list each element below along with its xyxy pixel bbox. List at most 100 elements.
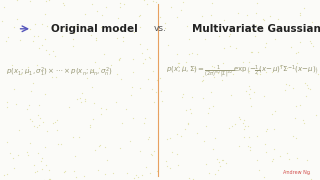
Point (237, 117, 242, 120)
Point (175, 62, 180, 65)
Point (168, 167, 173, 170)
Point (268, 15, 273, 18)
Point (137, 25, 142, 28)
Point (217, 165, 222, 167)
Point (52, 55, 57, 58)
Point (7, 152, 12, 155)
Text: vs.: vs. (154, 24, 166, 33)
Point (154, 90, 159, 93)
Point (275, 17, 280, 20)
Point (186, 123, 191, 125)
Point (228, 93, 234, 96)
Point (296, 170, 301, 173)
Point (292, 117, 297, 120)
Point (121, 36, 126, 39)
Point (159, 99, 164, 102)
Point (117, 147, 122, 149)
Point (148, 171, 153, 174)
Point (178, 8, 183, 11)
Point (180, 92, 186, 95)
Point (45, 25, 50, 28)
Point (155, 170, 160, 173)
Point (136, 176, 141, 179)
Point (143, 166, 148, 168)
Point (188, 111, 193, 114)
Point (180, 96, 185, 99)
Point (37, 123, 42, 126)
Point (258, 73, 263, 76)
Point (184, 24, 189, 27)
Point (70, 44, 75, 47)
Point (19, 72, 24, 75)
Point (149, 153, 154, 156)
Point (102, 53, 107, 56)
Point (169, 151, 174, 154)
Point (301, 7, 306, 10)
Point (103, 6, 108, 9)
Point (138, 43, 143, 46)
Point (297, 13, 302, 16)
Point (188, 107, 193, 110)
Point (293, 52, 299, 55)
Point (51, 122, 56, 124)
Point (294, 156, 300, 159)
Point (298, 28, 303, 30)
Point (42, 68, 47, 71)
Point (117, 6, 122, 9)
Point (270, 113, 275, 116)
Point (200, 97, 205, 100)
Point (30, 81, 35, 84)
Point (152, 149, 157, 152)
Point (119, 122, 124, 125)
Point (38, 159, 44, 162)
Point (241, 127, 246, 130)
Point (95, 168, 100, 171)
Point (208, 13, 213, 16)
Point (199, 80, 204, 83)
Point (147, 136, 152, 138)
Point (259, 25, 264, 28)
Point (272, 147, 277, 150)
Point (121, 2, 126, 5)
Point (42, 93, 47, 96)
Point (28, 118, 33, 120)
Point (175, 163, 180, 166)
Point (164, 160, 169, 163)
Point (297, 40, 302, 43)
Point (261, 17, 266, 20)
Point (62, 27, 67, 30)
Point (71, 27, 76, 30)
Point (26, 154, 31, 157)
Point (245, 124, 250, 127)
Point (195, 132, 200, 135)
Point (131, 117, 136, 120)
Point (139, 173, 144, 176)
Point (94, 37, 99, 40)
Point (47, 0, 52, 2)
Point (183, 128, 188, 131)
Point (44, 49, 49, 52)
Point (216, 169, 221, 172)
Point (81, 174, 86, 177)
Point (151, 70, 156, 73)
Point (117, 57, 122, 60)
Point (277, 64, 283, 67)
Point (164, 164, 169, 167)
Point (261, 175, 267, 178)
Point (73, 175, 78, 178)
Point (131, 57, 136, 60)
Point (75, 98, 80, 101)
Point (183, 109, 188, 112)
Point (145, 138, 150, 141)
Point (254, 72, 259, 75)
Point (4, 100, 10, 103)
Point (118, 1, 123, 4)
Point (242, 124, 247, 127)
Point (240, 122, 245, 125)
Point (284, 151, 289, 154)
Point (153, 1, 158, 3)
Point (102, 172, 108, 175)
Point (134, 173, 139, 176)
Point (40, 168, 45, 170)
Point (41, 121, 46, 123)
